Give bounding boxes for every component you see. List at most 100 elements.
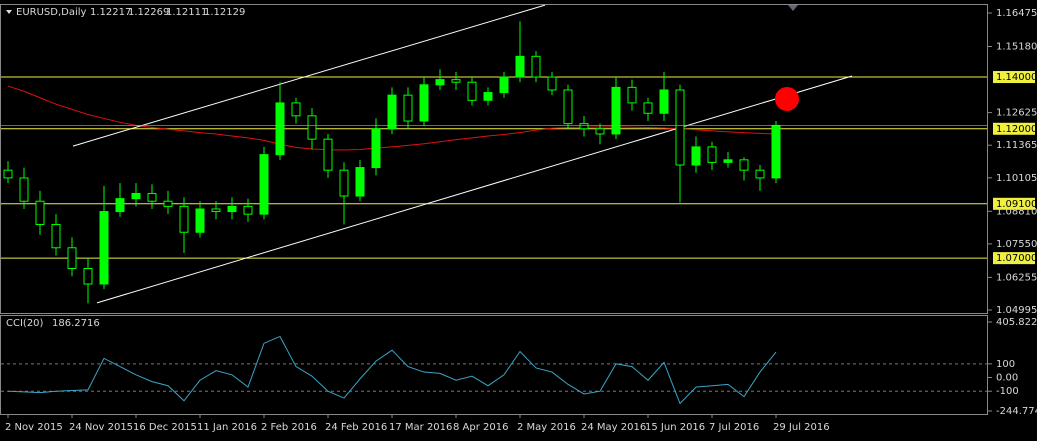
candle-body (451, 79, 461, 83)
level-tag (993, 71, 1035, 84)
candle-body (291, 102, 301, 117)
level-label: 1.09100 (996, 199, 1037, 210)
symbol: EURUSD,Daily (16, 7, 87, 18)
level-tag (993, 252, 1035, 265)
shift-marker (788, 5, 798, 11)
candle-body (195, 208, 205, 233)
x-tick-label: 16 Dec 2015 (133, 422, 197, 433)
candle-body (147, 192, 157, 202)
y-tick-label: 1.16475 (996, 8, 1037, 19)
candle-body (371, 128, 381, 169)
candle-body (483, 92, 493, 101)
level-tag (993, 197, 1035, 210)
indicator-line (7, 335, 777, 405)
x-tick-label: 8 Apr 2016 (453, 422, 508, 433)
y-tick-label: 1.10105 (996, 173, 1037, 184)
candle-body (739, 159, 749, 171)
candle-body (403, 94, 413, 122)
indicator-name: CCI(20) (6, 318, 44, 329)
trendline (72, 4, 546, 147)
candle-body (611, 86, 621, 135)
candle-body (499, 76, 509, 94)
candle-body (115, 198, 125, 213)
candle-body (323, 138, 333, 171)
candle-body (211, 208, 221, 213)
candle-body (387, 94, 397, 130)
level-tag (993, 122, 1035, 135)
x-tick-label: 2 May 2016 (517, 422, 576, 433)
x-tick-label: 7 Jul 2016 (709, 422, 759, 433)
candle-body (515, 55, 525, 78)
indicator-tick-label: 0.00 (996, 373, 1018, 384)
indicator-tick-label: -100 (996, 386, 1019, 397)
open-price: 1.12217 (90, 7, 131, 18)
candle-body (355, 167, 365, 197)
candle-body (339, 169, 349, 197)
candle-body (243, 205, 253, 215)
close-price: 1.12129 (204, 7, 245, 18)
candle-body (35, 200, 45, 225)
level-label: 1.07000 (996, 253, 1037, 264)
x-tick-label: 24 Nov 2015 (69, 422, 133, 433)
x-tick-label: 17 Mar 2016 (389, 422, 452, 433)
candle-body (307, 115, 317, 140)
candle-body (163, 200, 173, 207)
candle-body (179, 205, 189, 233)
candle-body (595, 128, 605, 135)
candle-body (467, 81, 477, 101)
candle-body (419, 84, 429, 122)
candle-body (691, 146, 701, 166)
level-label: 1.14000 (996, 72, 1037, 83)
y-tick-label: 1.12625 (996, 108, 1037, 119)
candle-body (131, 192, 141, 200)
x-tick-label: 2 Feb 2016 (261, 422, 317, 433)
candle-body (275, 102, 285, 156)
candle-body (547, 76, 557, 91)
candle-body (435, 79, 445, 86)
candle-body (771, 124, 781, 179)
candle-body (723, 159, 733, 163)
candle-body (259, 154, 269, 215)
y-tick-label: 1.06255 (996, 272, 1037, 283)
y-tick-label: 1.07550 (996, 239, 1037, 250)
x-tick-label: 15 Jun 2016 (645, 422, 705, 433)
y-tick-label: 1.15180 (996, 42, 1037, 53)
high-price: 1.12269 (128, 7, 169, 18)
x-tick-label: 11 Jan 2016 (197, 422, 257, 433)
candle-body (579, 123, 589, 130)
alert-marker (775, 87, 799, 111)
candle-body (3, 169, 13, 179)
indicator-tick-label: 100 (996, 359, 1015, 370)
level-label: 1.12000 (996, 124, 1037, 135)
candle-body (707, 146, 717, 163)
menu-arrow (6, 10, 12, 14)
candle-body (67, 247, 77, 269)
candle-body (755, 169, 765, 179)
indicator-tick-label: -244.7742 (996, 406, 1037, 417)
y-tick-label: 1.08810 (996, 206, 1037, 217)
indicator-frame (0, 315, 988, 415)
candle-body (83, 267, 93, 285)
y-tick-label: 1.11365 (996, 140, 1037, 151)
candle-body (19, 177, 29, 202)
low-price: 1.12111 (166, 7, 207, 18)
candle-body (627, 86, 637, 104)
x-tick-label: 2 Nov 2015 (5, 422, 63, 433)
candle-body (659, 89, 669, 114)
candle-body (227, 205, 237, 213)
candle-body (99, 211, 109, 285)
candle-body (563, 89, 573, 125)
x-tick-label: 24 Feb 2016 (325, 422, 387, 433)
candle-body (643, 102, 653, 114)
indicator-value: 186.2716 (52, 318, 100, 329)
x-tick-label: 24 May 2016 (581, 422, 646, 433)
x-tick-label: 29 Jul 2016 (773, 422, 830, 433)
candle-body (675, 89, 685, 166)
trendline (96, 75, 853, 304)
candle-body (51, 223, 61, 249)
price-frame (0, 4, 988, 314)
candle-body (531, 55, 541, 78)
